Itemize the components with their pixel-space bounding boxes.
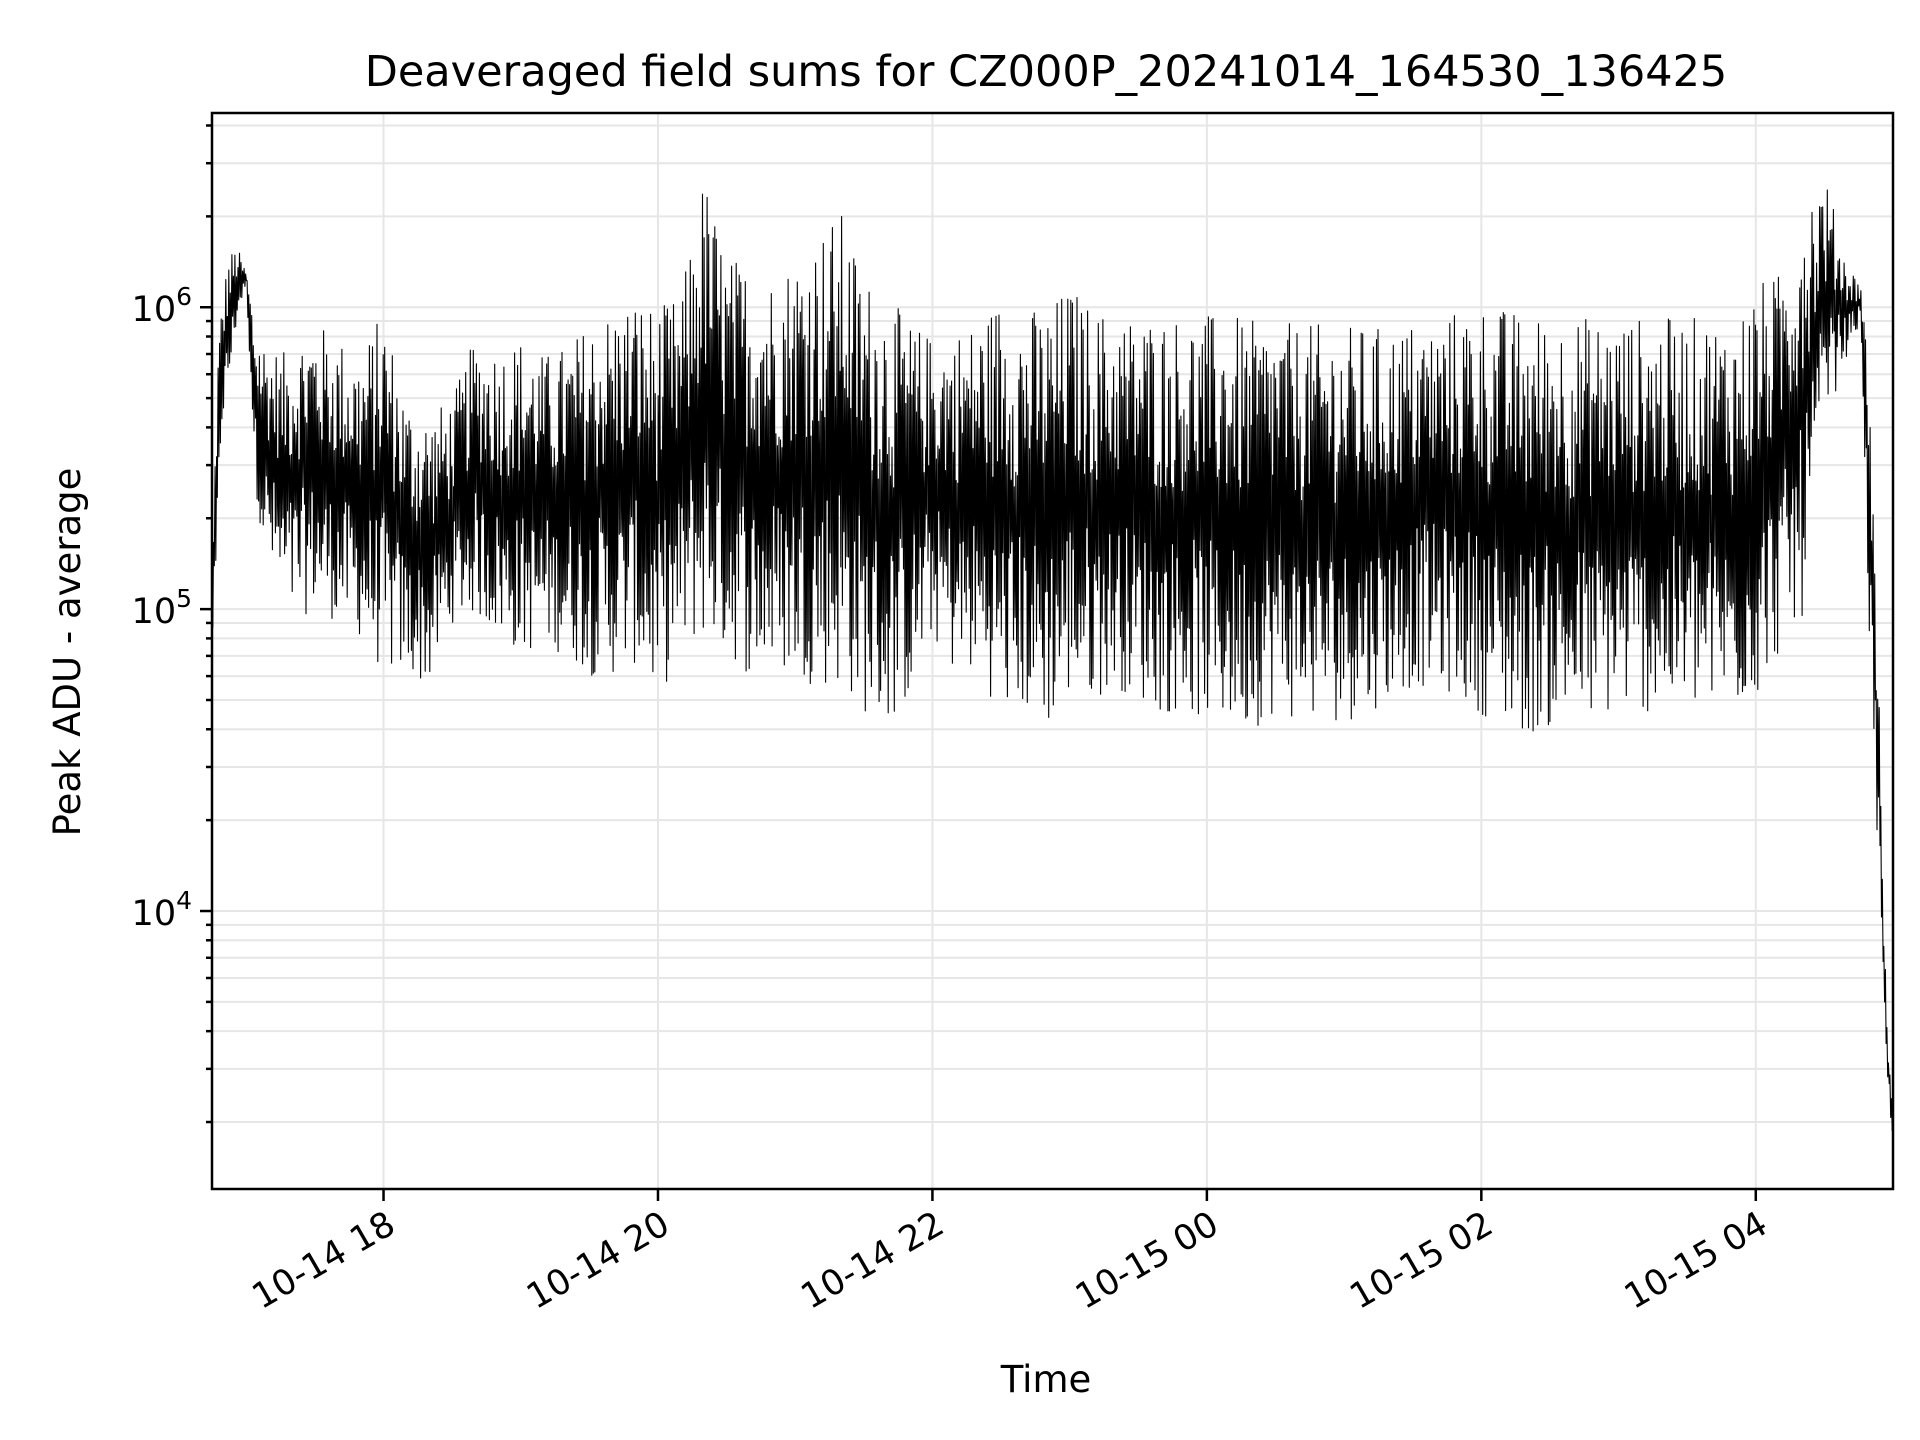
grid-lines xyxy=(212,113,1893,1189)
x-axis-label: Time xyxy=(1000,1358,1092,1401)
y-tick-label: 106 xyxy=(132,282,192,330)
x-tick-label: 10-15 04 xyxy=(1618,1204,1774,1317)
series-layer xyxy=(211,189,1894,1132)
y-axis-ticks: 104 105 106 xyxy=(132,124,212,1124)
x-axis-ticks: 10-14 18 10-14 20 10-14 22 10-15 00 10-15 02… xyxy=(246,1189,1774,1317)
x-tick-label: 10-15 00 xyxy=(1069,1204,1225,1317)
series-line xyxy=(211,189,1894,1132)
y-tick-label: 104 xyxy=(132,886,192,934)
x-tick-label: 10-15 02 xyxy=(1344,1204,1500,1317)
y-axis-label: Peak ADU - average xyxy=(46,468,89,837)
x-tick-label: 10-14 18 xyxy=(246,1204,402,1317)
x-tick-label: 10-14 22 xyxy=(795,1204,951,1317)
x-tick-label: 10-14 20 xyxy=(520,1204,676,1317)
chart-title: Deaveraged field sums for CZ000P_2024101… xyxy=(365,47,1728,97)
plot-frame xyxy=(210,111,1895,1191)
y-tick-label: 105 xyxy=(132,584,192,632)
